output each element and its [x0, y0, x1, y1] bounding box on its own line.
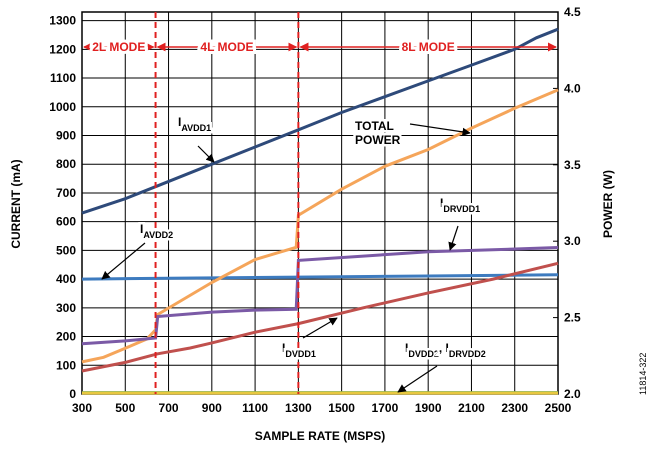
y2-tick-label: 4.5 — [564, 5, 581, 19]
x-tick-label: 2500 — [545, 401, 572, 415]
annotation-sub: DRVDD2 — [449, 349, 486, 359]
mode-label: 2L MODE — [92, 40, 145, 54]
annotation-sub: AVDD2 — [143, 230, 173, 240]
annotation-text: , I — [439, 341, 449, 355]
figure-id: 11814-322 — [638, 353, 648, 395]
x-tick-label: 2300 — [501, 401, 528, 415]
y-tick-label: 0 — [69, 387, 76, 401]
annotation-arrow — [197, 145, 215, 163]
annotation-sub: DVDD2 — [408, 349, 439, 359]
x-tick-label: 2100 — [458, 401, 485, 415]
y-tick-label: 1300 — [49, 14, 76, 28]
annotation-arrow — [101, 242, 146, 280]
y2-tick-label: 2.5 — [564, 311, 581, 325]
y-axis-label: CURRENT (mA) — [9, 159, 23, 248]
x-tick-label: 1300 — [285, 401, 312, 415]
x-tick-label: 1900 — [415, 401, 442, 415]
annotation-text: I — [282, 341, 285, 355]
y2-tick-label: 2.0 — [564, 387, 581, 401]
annotation-line: TOTAL — [355, 119, 394, 133]
y2-tick-label: 3.0 — [564, 234, 581, 248]
y-tick-label: 1100 — [50, 71, 76, 85]
series-line — [81, 88, 559, 364]
y-tick-label: 100 — [56, 358, 76, 372]
x-tick-label: 1700 — [372, 401, 399, 415]
mode-label: 4L MODE — [200, 40, 253, 54]
annotation-text: I — [405, 341, 408, 355]
y2-axis-label: POWER (W) — [601, 170, 615, 238]
x-tick-label: 500 — [115, 401, 135, 415]
annotation-text: I — [440, 196, 443, 210]
y-tick-label: 900 — [56, 129, 76, 143]
y-tick-label: 700 — [56, 186, 76, 200]
annotation-arrow — [397, 365, 438, 393]
annotation-arrow — [302, 317, 338, 339]
annotation-text: I — [140, 222, 143, 236]
annotation: IAVDD1 — [178, 115, 211, 133]
annotation: IAVDD2 — [140, 222, 173, 240]
annotation-arrow — [409, 123, 471, 137]
annotation: IDVDD1 — [282, 341, 316, 359]
y2-tick-label: 3.5 — [564, 158, 581, 172]
annotation: TOTAL POWER — [355, 119, 401, 147]
y-tick-label: 1200 — [49, 42, 76, 56]
x-tick-label: 1500 — [328, 401, 355, 415]
annotation-line: POWER — [355, 133, 401, 147]
y-tick-label: 300 — [56, 301, 76, 315]
series-line — [81, 261, 559, 373]
x-tick-label: 1100 — [242, 401, 268, 415]
series-line — [81, 273, 559, 281]
y-tick-label: 600 — [56, 215, 76, 229]
x-tick-label: 900 — [202, 401, 222, 415]
y2-tick-label: 4.0 — [564, 81, 581, 95]
x-axis-label: SAMPLE RATE (MSPS) — [255, 429, 385, 443]
annotation: IDVDD2, IDRVDD2 — [405, 341, 486, 359]
x-tick-label: 700 — [159, 401, 179, 415]
annotation-sub: DVDD1 — [285, 349, 316, 359]
y-tick-label: 800 — [56, 157, 76, 171]
annotation: IDRVDD1 — [440, 196, 480, 214]
y-tick-label: 400 — [56, 272, 76, 286]
y-tick-label: 200 — [56, 330, 76, 344]
series-line — [81, 246, 559, 346]
annotation-arrow — [448, 225, 459, 251]
y-tick-label: 1000 — [49, 100, 76, 114]
annotation-text: I — [178, 115, 181, 129]
x-tick-label: 300 — [72, 401, 92, 415]
annotation-sub: AVDD1 — [181, 123, 211, 133]
mode-label: 8L MODE — [402, 40, 455, 54]
annotation-sub: DRVDD1 — [443, 204, 480, 214]
y-tick-label: 500 — [56, 243, 76, 257]
